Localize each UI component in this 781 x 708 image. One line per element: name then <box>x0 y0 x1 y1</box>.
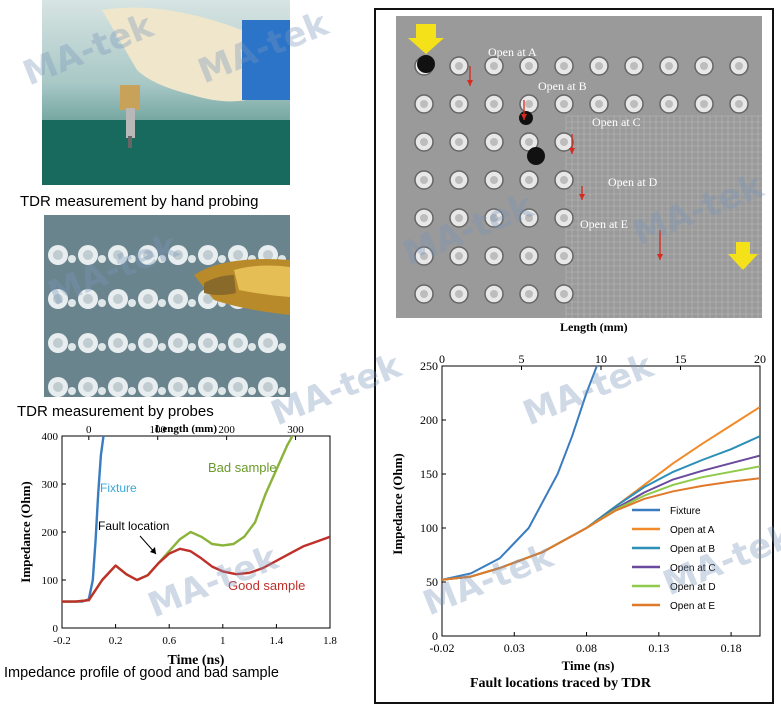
right-chart-y-label: Impedance (Ohm) <box>390 453 405 554</box>
yellow-arrow-right <box>728 242 758 270</box>
probes-caption: TDR measurement by probes <box>17 403 214 420</box>
y-tick-label: 0 <box>53 623 59 635</box>
legend-label: Fixture <box>670 506 701 517</box>
x2-tick-label: 200 <box>218 424 235 436</box>
yellow-arrow-topleft <box>408 24 444 54</box>
board-length-label: Length (mm) <box>560 320 628 334</box>
series-line <box>62 535 330 603</box>
hand-probing-caption: TDR measurement by hand probing <box>20 193 259 210</box>
left-chart-y-label: Impedance (Ohm) <box>18 481 33 582</box>
x2-tick-label: 10 <box>595 352 607 366</box>
y-tick-label: 250 <box>420 359 438 373</box>
x-tick-label: 0.08 <box>576 641 597 655</box>
right-chart-legend: Fixture Open at A Open at B Open at C Open a… <box>632 506 716 612</box>
x2-tick-label: 5 <box>519 352 525 366</box>
x-tick-label: -0.02 <box>430 641 455 655</box>
right-impedance-chart: 0 50 100 150 200 250 -0.02 0.03 0.08 0.13 0.18 0 5 10… <box>390 352 766 673</box>
fixture-label: Fixture <box>100 481 137 495</box>
x-tick-label: 1.4 <box>270 635 284 647</box>
board-xray-image: Open at A Open at B Open at C Open at D Open… <box>396 16 762 318</box>
hand-probing-photo <box>42 0 290 185</box>
left-chart-x2-label: Length (mm) <box>155 423 217 435</box>
y-tick-label: 200 <box>42 527 59 539</box>
left-impedance-chart: 0 100 200 300 400 -0.2 0.2 0.6 1 1.4 1.8 0 100 200 300… <box>18 423 337 668</box>
board-annotation-label: Open at A <box>488 45 537 59</box>
x2-tick-label: 20 <box>754 352 766 366</box>
right-chart-caption: Fault locations traced by TDR <box>470 676 651 691</box>
y-tick-label: 300 <box>42 479 59 491</box>
good-sample-label: Good sample <box>228 578 305 593</box>
legend-label: Open at A <box>670 525 715 536</box>
legend-label: Open at D <box>670 582 716 593</box>
board-annotation-label: Open at B <box>538 79 587 93</box>
x2-tick-label: 0 <box>86 424 92 436</box>
x-tick-label: 0.6 <box>162 635 176 647</box>
fault-location-label: Fault location <box>98 519 169 533</box>
board-annotation-label: Open at D <box>608 175 658 189</box>
x-tick-label: 0.13 <box>648 641 669 655</box>
y-tick-label: 400 <box>42 431 59 443</box>
x-tick-label: 1 <box>220 635 226 647</box>
x2-tick-label: 100 <box>149 424 166 436</box>
x2-tick-label: 300 <box>287 424 304 436</box>
series-line <box>442 477 760 581</box>
y-tick-label: 100 <box>420 521 438 535</box>
bad-sample-label: Bad sample <box>208 460 277 475</box>
left-chart-caption: Impedance profile of good and bad sample <box>4 665 279 681</box>
board-annotation-label: Open at C <box>592 115 641 129</box>
y-tick-label: 200 <box>420 413 438 427</box>
y-tick-label: 150 <box>420 467 438 481</box>
x2-tick-label: 0 <box>439 352 445 366</box>
legend-label: Open at E <box>670 601 715 612</box>
x-tick-label: -0.2 <box>53 635 70 647</box>
x-tick-label: 0.18 <box>721 641 742 655</box>
legend-label: Open at B <box>670 544 715 555</box>
x-tick-label: 1.8 <box>323 635 337 647</box>
probes-photo <box>44 215 290 397</box>
y-tick-label: 50 <box>426 575 438 589</box>
right-chart-x-label: Time (ns) <box>562 658 615 673</box>
left-chart-x-label: Time (ns) <box>168 653 225 668</box>
x-tick-label: 0.2 <box>109 635 123 647</box>
y-tick-label: 0 <box>432 629 438 643</box>
series-line <box>442 366 598 581</box>
x-tick-label: 0.03 <box>504 641 525 655</box>
board-annotation-label: Open at E <box>580 217 628 231</box>
legend-label: Open at C <box>670 563 716 574</box>
x2-tick-label: 15 <box>675 352 687 366</box>
y-tick-label: 100 <box>42 575 59 587</box>
